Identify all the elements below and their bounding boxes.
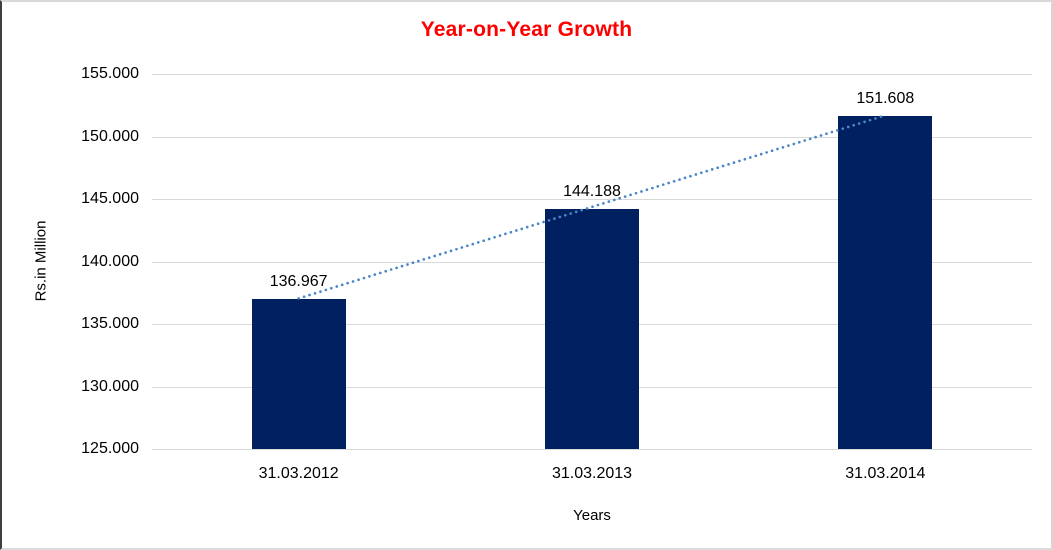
y-axis-title: Rs.in Million — [32, 220, 50, 302]
x-category-label: 31.03.2014 — [845, 465, 926, 482]
x-category-label: 31.03.2013 — [551, 465, 633, 482]
x-category-label: 31.03.2012 — [258, 465, 339, 482]
y-tick-label: 150.000 — [81, 127, 139, 145]
y-tick-label: 130.000 — [81, 377, 139, 395]
y-tick-label: 125.000 — [81, 440, 139, 457]
bar-31.03.2014 — [838, 116, 933, 449]
y-tick-label: 155.000 — [81, 65, 139, 82]
data-label: 144.188 — [563, 183, 621, 201]
x-axis-title: Years — [573, 507, 611, 524]
gridline — [152, 74, 1032, 75]
data-label: 136.967 — [269, 273, 328, 291]
data-label: 151.608 — [856, 90, 915, 108]
plot-area — [152, 74, 1032, 450]
gridline — [152, 199, 1032, 200]
chart-title: Year-on-Year Growth — [420, 18, 633, 41]
y-tick-label: 140.000 — [81, 252, 139, 270]
y-tick-label: 135.000 — [81, 315, 139, 332]
x-axis-line — [152, 449, 1032, 450]
bar-31.03.2013 — [545, 209, 639, 449]
gridline — [152, 136, 1032, 138]
bar-31.03.2012 — [251, 299, 346, 449]
y-tick-label: 145.000 — [81, 190, 139, 207]
trendline — [297, 114, 887, 300]
